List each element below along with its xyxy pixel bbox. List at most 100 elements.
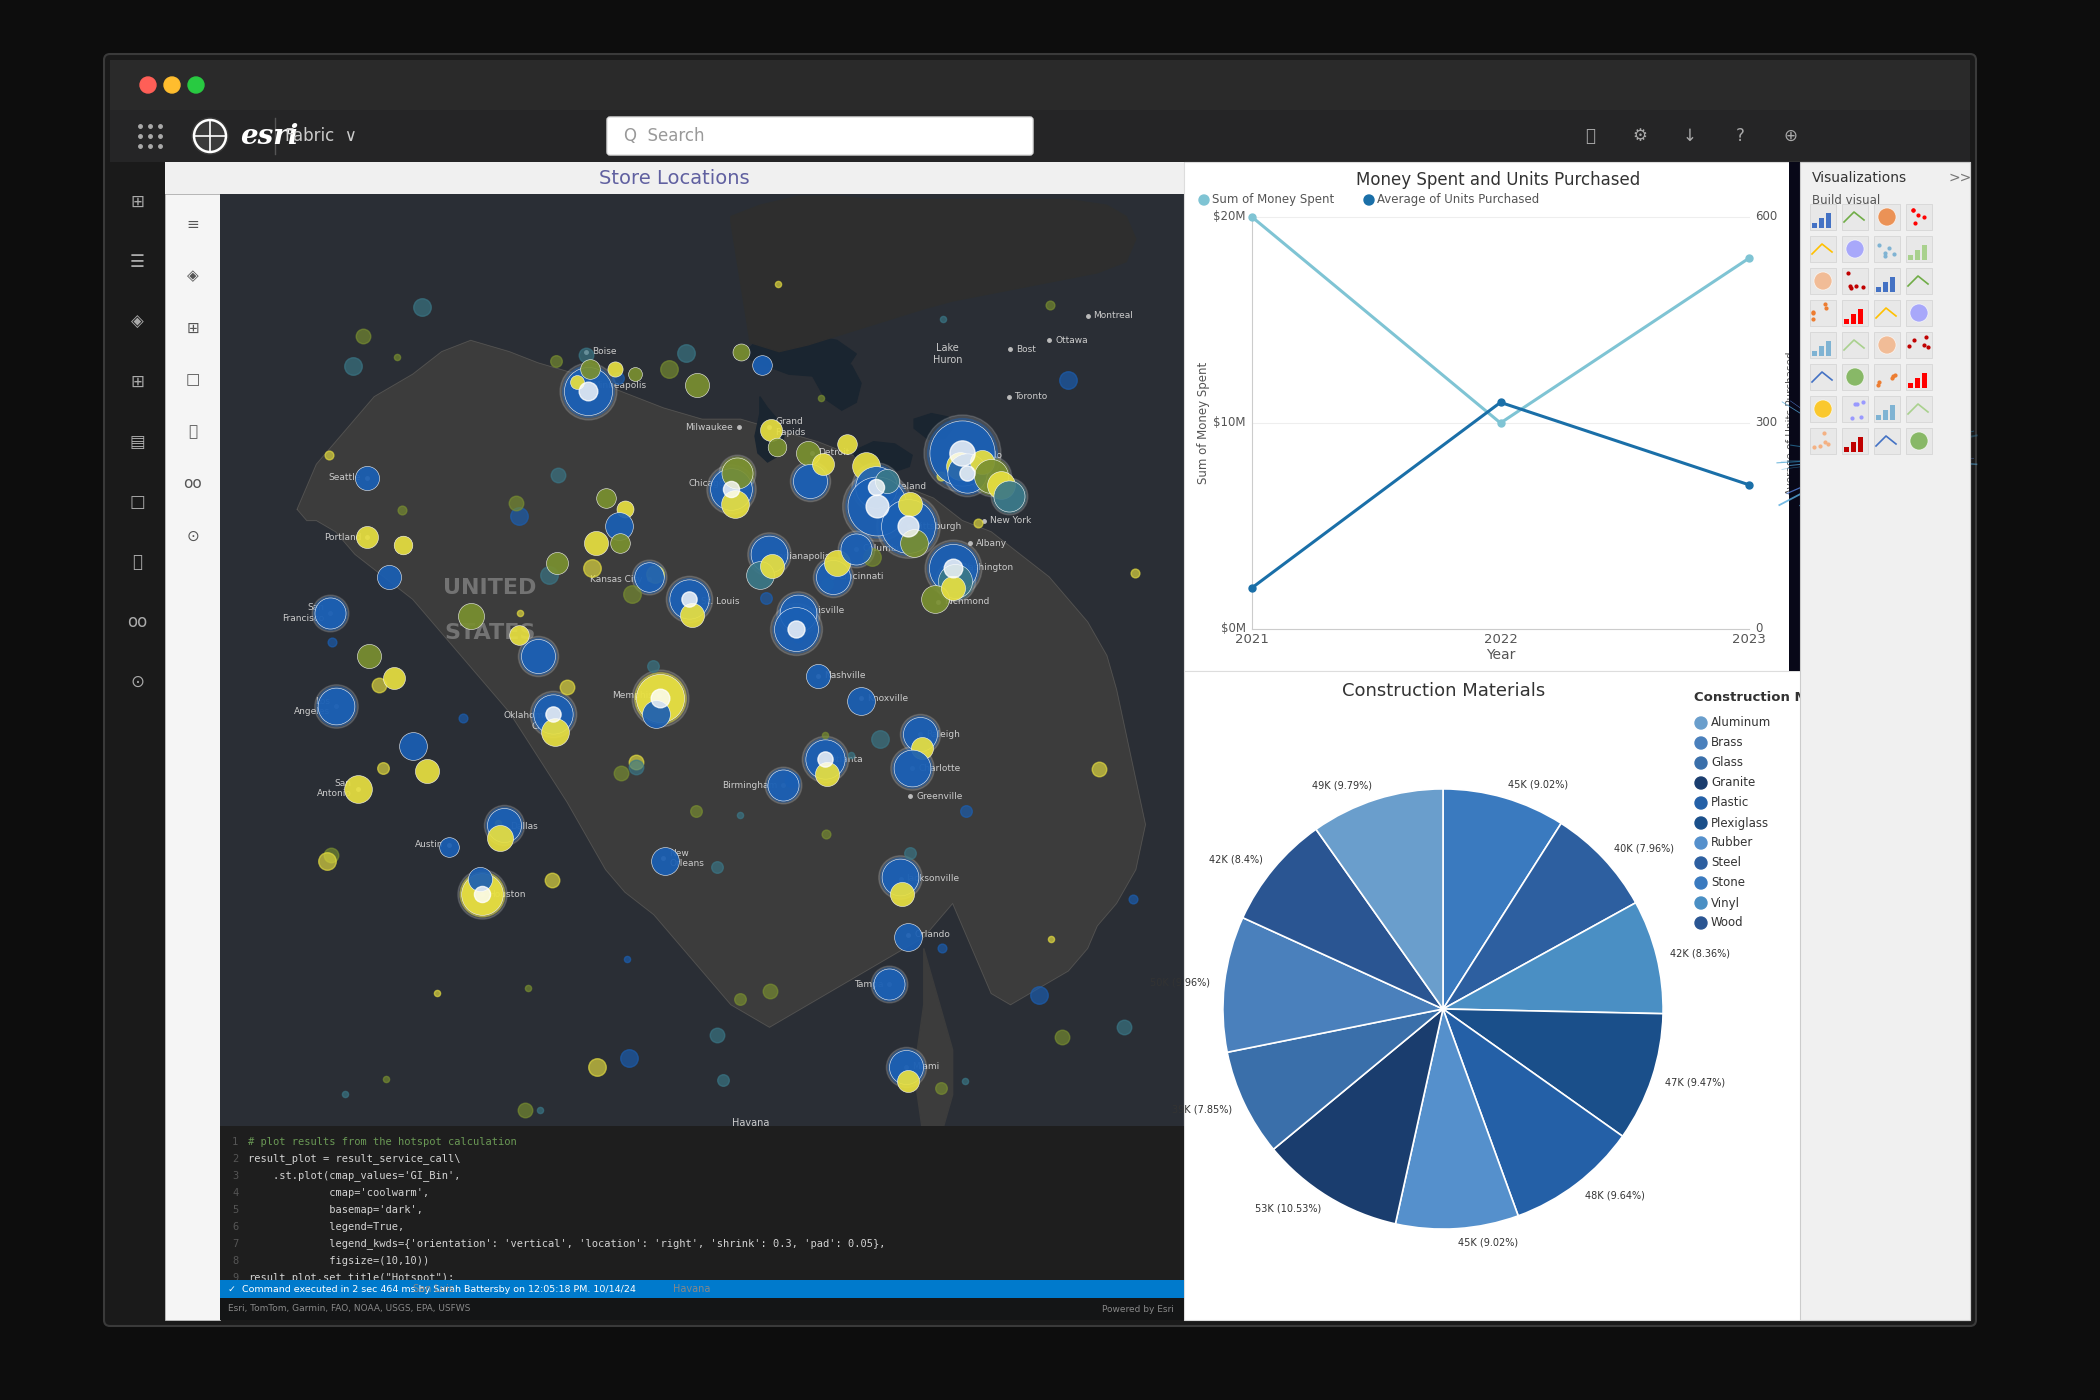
Text: Rubber: Rubber bbox=[1712, 836, 1754, 850]
Text: 50K (9.96%): 50K (9.96%) bbox=[1151, 977, 1210, 987]
Point bbox=[313, 844, 346, 867]
Point bbox=[892, 925, 926, 948]
Circle shape bbox=[1199, 195, 1210, 204]
Text: STATES: STATES bbox=[445, 623, 536, 643]
Point bbox=[632, 566, 666, 588]
Point bbox=[811, 763, 844, 785]
Text: Ottawa: Ottawa bbox=[1054, 336, 1088, 344]
Point bbox=[943, 455, 976, 477]
Point bbox=[800, 665, 834, 687]
Point bbox=[781, 627, 815, 650]
Text: Oklahoma
City: Oklahoma City bbox=[504, 711, 550, 731]
Bar bbox=[1909, 255, 1913, 260]
Point bbox=[405, 295, 439, 318]
Bar bbox=[1827, 213, 1831, 228]
Point bbox=[861, 494, 895, 517]
Bar bbox=[1827, 342, 1831, 356]
Text: # plot results from the hotspot calculation: # plot results from the hotspot calculat… bbox=[248, 1137, 517, 1147]
Text: Seattle: Seattle bbox=[328, 473, 361, 482]
Point bbox=[872, 973, 905, 995]
Point bbox=[386, 535, 420, 557]
Point bbox=[632, 566, 666, 588]
Bar bbox=[1909, 384, 1913, 388]
Text: legend=True,: legend=True, bbox=[248, 1222, 403, 1232]
Text: St. Louis: St. Louis bbox=[701, 598, 739, 606]
Bar bbox=[1800, 162, 1970, 1320]
Bar bbox=[1873, 364, 1900, 391]
Text: Buffalo: Buffalo bbox=[970, 451, 1002, 459]
Bar bbox=[1873, 396, 1900, 421]
Circle shape bbox=[1846, 239, 1865, 258]
Bar bbox=[1907, 428, 1932, 454]
Text: Toronto: Toronto bbox=[1014, 392, 1048, 402]
Point bbox=[466, 883, 500, 906]
Point bbox=[1035, 928, 1069, 951]
Text: Memphis: Memphis bbox=[611, 690, 653, 700]
Wedge shape bbox=[1443, 823, 1636, 1009]
Point bbox=[937, 557, 970, 580]
Point bbox=[651, 357, 685, 379]
Bar bbox=[220, 1126, 1184, 1298]
Point bbox=[951, 462, 985, 484]
Point bbox=[754, 980, 788, 1002]
Point bbox=[536, 703, 569, 725]
Point bbox=[353, 644, 386, 666]
Point bbox=[808, 748, 842, 770]
Text: Aluminum: Aluminum bbox=[1712, 717, 1770, 729]
Point bbox=[346, 325, 380, 347]
Text: Minneapolis: Minneapolis bbox=[592, 381, 647, 391]
Point bbox=[620, 752, 653, 774]
Point bbox=[340, 777, 374, 799]
Bar bbox=[1890, 277, 1894, 293]
Point bbox=[481, 812, 514, 834]
Text: 600: 600 bbox=[1756, 210, 1777, 224]
Text: Plastic: Plastic bbox=[1712, 797, 1749, 809]
Bar bbox=[1812, 223, 1816, 228]
Bar bbox=[1907, 204, 1932, 230]
Point bbox=[722, 804, 756, 826]
Point bbox=[781, 602, 815, 624]
Point bbox=[720, 462, 754, 484]
Text: 39K (7.85%): 39K (7.85%) bbox=[1172, 1105, 1233, 1114]
Text: Powered by Esri: Powered by Esri bbox=[1102, 1305, 1174, 1313]
Text: 45K (9.02%): 45K (9.02%) bbox=[1508, 780, 1569, 790]
Text: Boise: Boise bbox=[592, 347, 617, 356]
Point bbox=[895, 757, 928, 780]
Point bbox=[580, 1056, 613, 1078]
Text: Cincinnati: Cincinnati bbox=[838, 573, 884, 581]
Text: result_plot = result_service_call\: result_plot = result_service_call\ bbox=[248, 1154, 460, 1165]
Text: Houston: Houston bbox=[487, 890, 525, 899]
Text: ⊙: ⊙ bbox=[187, 528, 200, 543]
Circle shape bbox=[191, 118, 229, 154]
Wedge shape bbox=[1317, 790, 1443, 1009]
Bar bbox=[1858, 437, 1863, 452]
Text: $10M: $10M bbox=[1214, 417, 1245, 430]
Point bbox=[895, 757, 928, 780]
Point bbox=[817, 566, 850, 588]
Text: San Luis: San Luis bbox=[414, 1284, 454, 1294]
Point bbox=[603, 532, 636, 554]
Wedge shape bbox=[1222, 917, 1443, 1053]
Point bbox=[571, 379, 605, 402]
Point bbox=[861, 494, 895, 517]
Point bbox=[985, 473, 1018, 496]
Point bbox=[746, 354, 779, 377]
Text: Plexiglass: Plexiglass bbox=[1712, 816, 1768, 829]
Text: Los
Angeles: Los Angeles bbox=[294, 697, 330, 715]
Circle shape bbox=[1911, 304, 1928, 322]
Point bbox=[701, 855, 735, 878]
Text: 53K (10.53%): 53K (10.53%) bbox=[1254, 1204, 1321, 1214]
Point bbox=[808, 822, 842, 844]
Text: 1: 1 bbox=[231, 1137, 237, 1147]
Text: ⊕: ⊕ bbox=[1783, 127, 1798, 146]
Text: Store Locations: Store Locations bbox=[598, 168, 750, 188]
Point bbox=[895, 757, 928, 780]
Bar bbox=[1844, 447, 1848, 452]
Text: Charlotte: Charlotte bbox=[918, 764, 960, 773]
Point bbox=[890, 1056, 924, 1078]
Point bbox=[830, 433, 863, 455]
Point bbox=[991, 484, 1025, 507]
Point bbox=[754, 419, 788, 441]
Point bbox=[536, 868, 569, 890]
Text: ↓: ↓ bbox=[1682, 127, 1697, 146]
